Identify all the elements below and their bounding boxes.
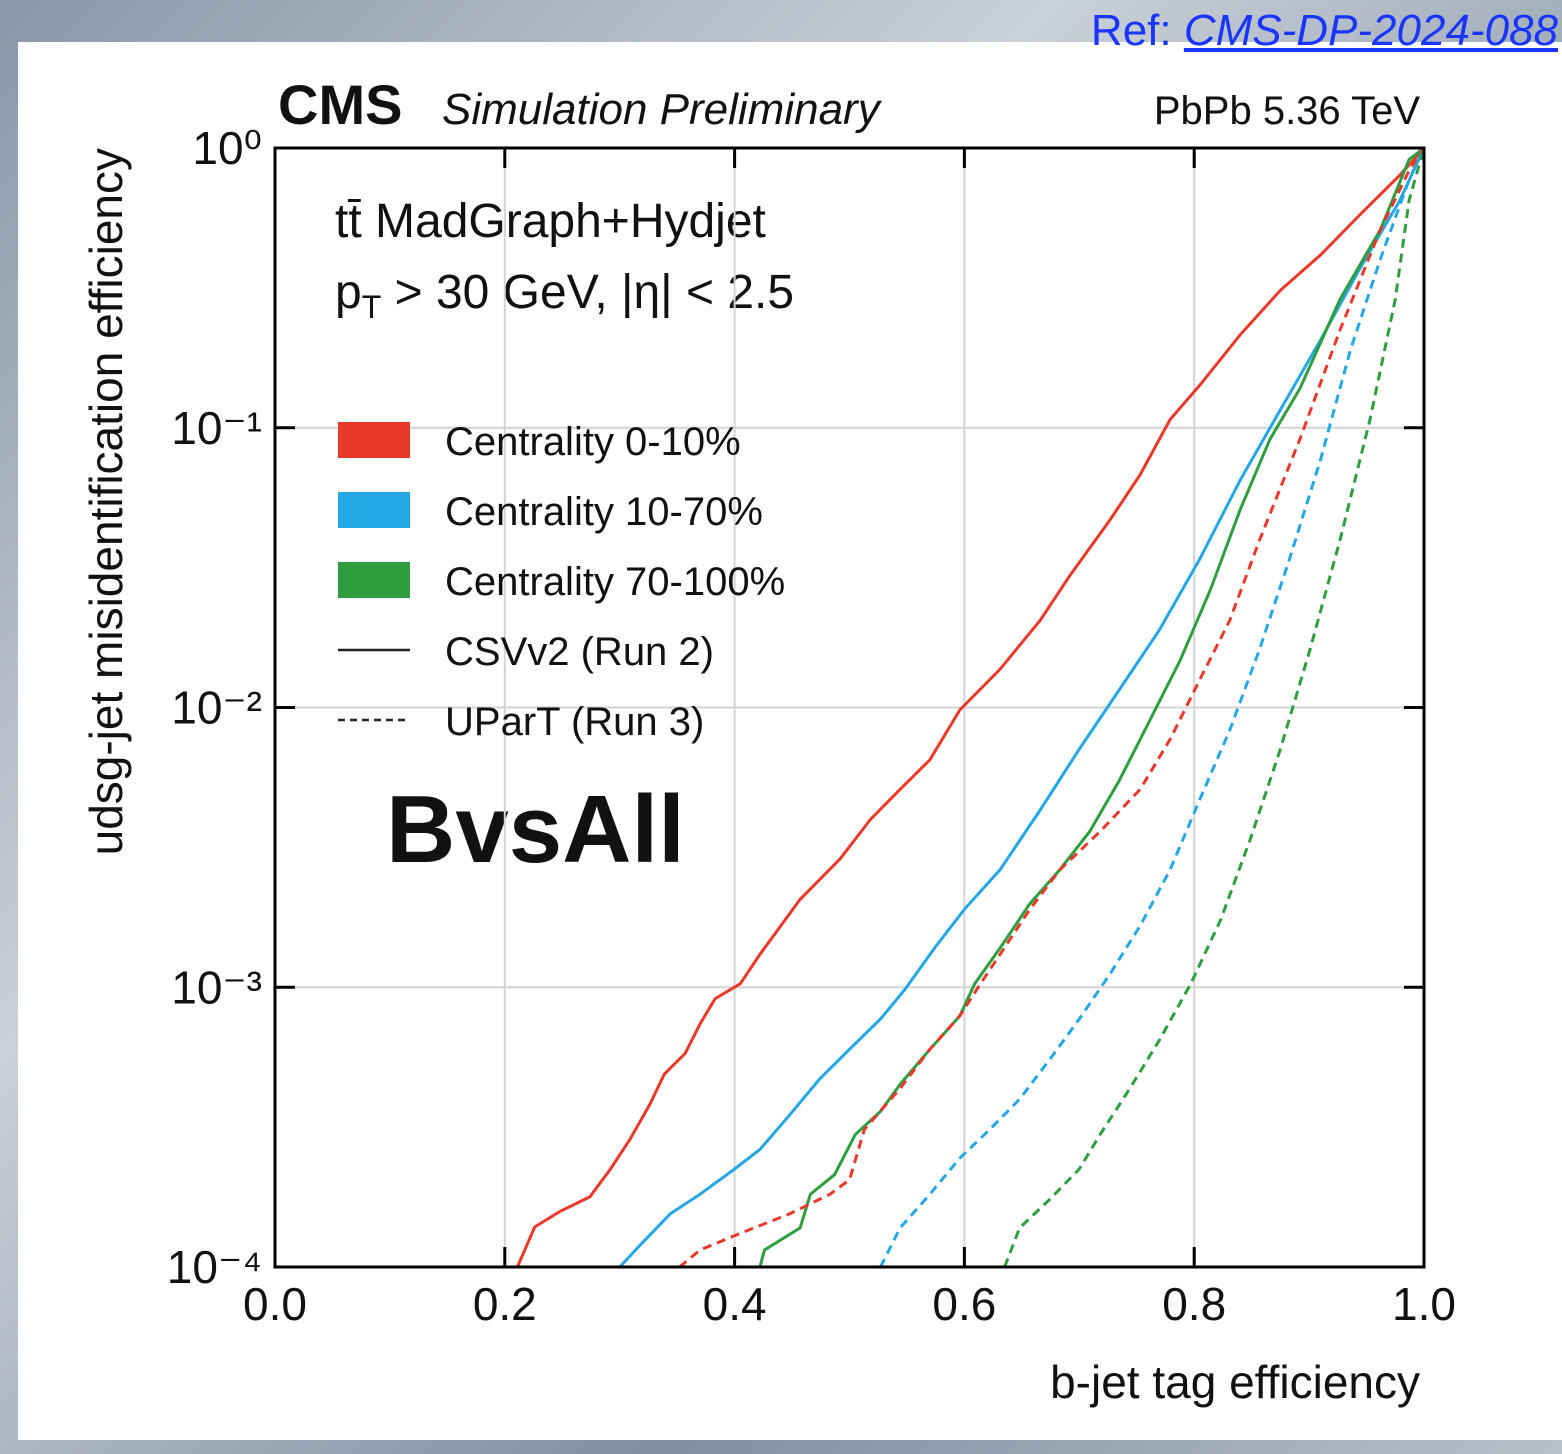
reference: Ref: CMS-DP-2024-088 [1091,6,1558,56]
x-tick-label: 0.4 [703,1278,767,1330]
kin-rest: > 30 GeV, |η| < 2.5 [381,266,794,319]
legend-label: Centrality 10-70% [445,490,763,534]
legend-label: Centrality 70-100% [445,560,785,604]
legend-swatch [338,492,410,528]
kinematics: pT > 30 GeV, |η| < 2.5 [335,266,794,325]
kin-p: p [335,266,362,319]
legend: Centrality 0-10% Centrality 10-70% Central… [338,420,785,744]
ref-link[interactable]: CMS-DP-2024-088 [1183,6,1558,55]
legend-label: UParT (Run 3) [445,700,704,744]
y-tick-label: 10⁻¹ [171,402,262,454]
legend-swatch [338,422,410,458]
series-line [879,147,1426,1268]
y-tick-label: 10⁰ [192,122,262,174]
y-tick-label: 10⁻⁴ [167,1241,262,1293]
y-tick-label: 10⁻² [171,682,262,734]
system: PbPb 5.36 TeV [1154,89,1420,133]
x-tick-label: 0.0 [243,1278,307,1330]
x-tick-label: 0.8 [1162,1278,1226,1330]
x-axis-label: b-jet tag efficiency [1050,1356,1420,1408]
x-tick-label: 0.6 [932,1278,996,1330]
y-tick-label: 10⁻³ [171,961,262,1013]
legend-label: CSVv2 (Run 2) [445,630,714,674]
legend-label: Centrality 0-10% [445,420,741,464]
process: tt̄ MadGraph+Hydjet [335,195,766,248]
experiment: CMS [278,73,402,136]
series-line [516,147,1426,1268]
series-line [1003,147,1426,1268]
series-line [678,147,1426,1269]
tagger-label: BvsAll [386,776,685,883]
ref-prefix: Ref: [1090,6,1184,55]
series-line [758,146,1425,1268]
plot-frame [273,146,1426,1269]
kin-sub: T [362,289,382,325]
x-tick-label: 1.0 [1392,1278,1456,1330]
series-line [618,147,1426,1269]
x-tick-label: 0.2 [473,1278,537,1330]
legend-swatch [338,562,410,598]
y-axis-label: udsg-jet misidentification efficiency [80,148,132,855]
status: Simulation Preliminary [442,85,883,134]
